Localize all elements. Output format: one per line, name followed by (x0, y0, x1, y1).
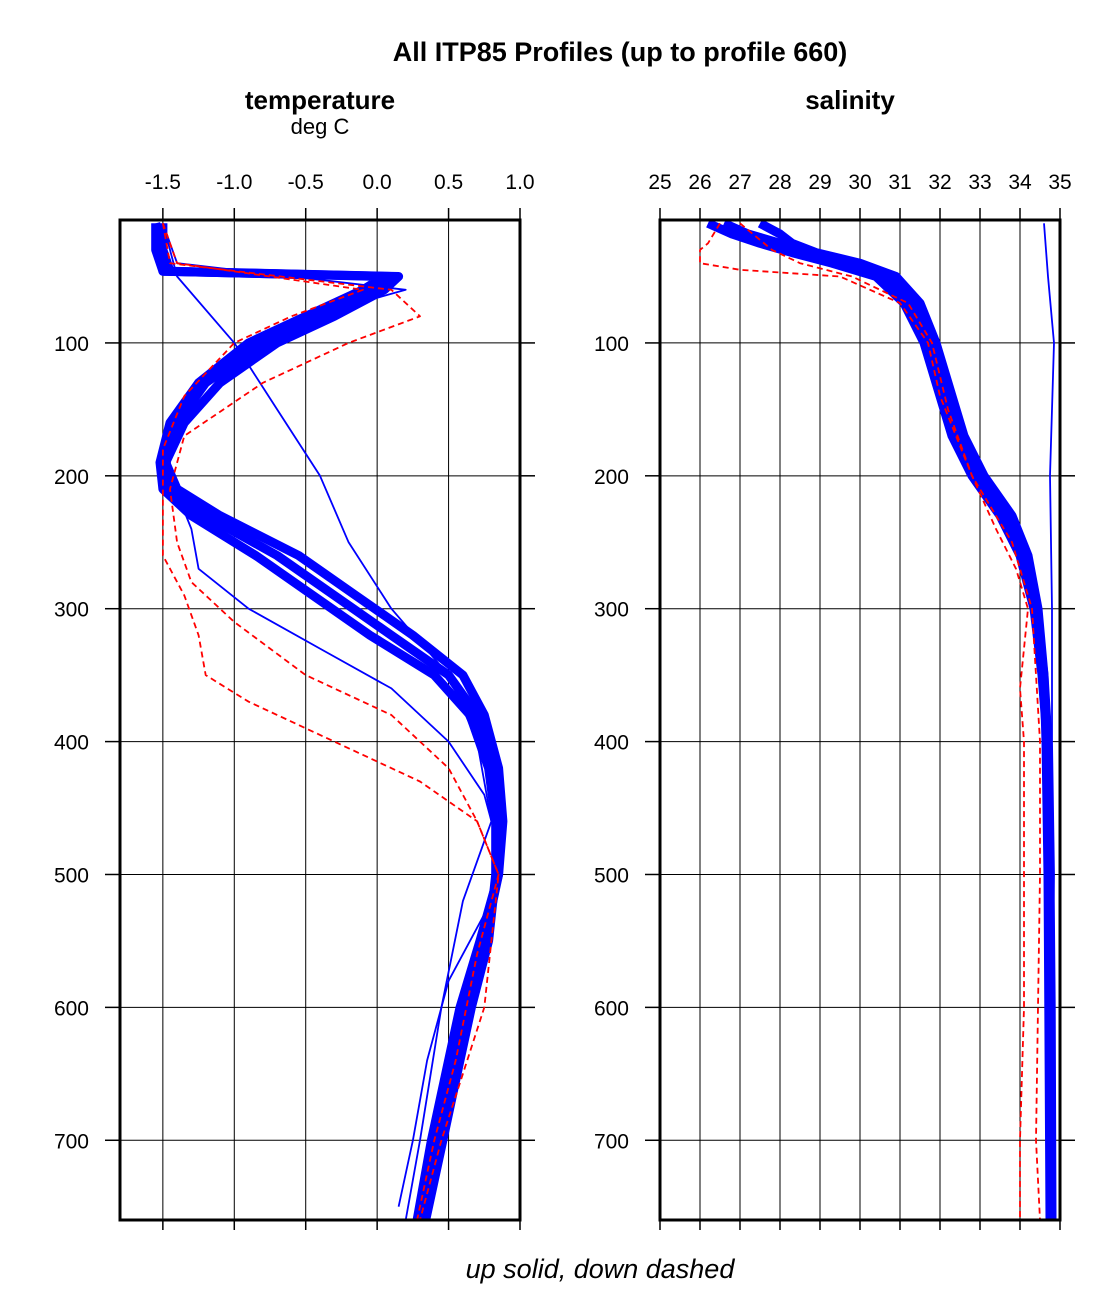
y-tick-label: 700 (594, 1130, 629, 1153)
y-axis-label: m (0, 734, 1, 752)
y-tick-label: 100 (594, 333, 629, 356)
panel-frame (118, 218, 522, 1222)
x-tick-label: 29 (808, 171, 831, 194)
x-tick-label: 25 (648, 171, 671, 194)
y-tick-label: 300 (54, 599, 89, 622)
x-tick-label: 0.0 (363, 171, 392, 194)
down-profile-line (699, 222, 1029, 1220)
x-tick-label: 27 (728, 171, 751, 194)
chart-title: All ITP85 Profiles (up to profile 660) (393, 37, 848, 67)
up-profile-line (706, 220, 1056, 1220)
x-tick-label: 33 (968, 171, 991, 194)
x-tick-label: 35 (1048, 171, 1071, 194)
x-tick-label: 1.0 (505, 171, 534, 194)
x-tick-label: 34 (1008, 171, 1032, 194)
x-tick-label: -1.5 (145, 171, 181, 194)
x-tick-label: 32 (928, 171, 951, 194)
up-profile-line (162, 222, 500, 1207)
y-tick-label: 500 (54, 864, 89, 887)
y-tick-label: 300 (594, 599, 629, 622)
up-profile-line (158, 223, 508, 1220)
y-tick-label: 200 (594, 466, 629, 489)
x-tick-label: 31 (888, 171, 911, 194)
x-tick-label: -0.5 (288, 171, 324, 194)
down-profile-line (739, 222, 1041, 1220)
temperature-panel-subtitle: deg C (291, 114, 350, 139)
y-tick-label: 200 (54, 466, 89, 489)
up-profile-line (162, 223, 493, 1220)
y-tick-label: 500 (594, 864, 629, 887)
down-profile-line (161, 222, 500, 1220)
panel-salinity: 25 26 27 28 29 30 31 32 33 34 35 100 200 300 400 500 600… (594, 171, 1075, 1230)
footer-label: up solid, down dashed (466, 1254, 736, 1284)
x-tick-label: 28 (768, 171, 791, 194)
x-tick-label: 0.5 (434, 171, 463, 194)
y-tick-label: 400 (54, 732, 89, 755)
x-tick-label: 26 (688, 171, 711, 194)
x-tick-label: -1.0 (216, 171, 252, 194)
up-profile-line (757, 220, 1055, 1220)
y-tick-label: 400 (594, 732, 629, 755)
temperature-panel-title: temperature (245, 85, 395, 115)
up-profile-line (722, 220, 1057, 1220)
y-tick-label: 600 (594, 997, 629, 1020)
up-profile-line (1043, 223, 1055, 1220)
y-tick-label: 700 (54, 1130, 89, 1153)
x-tick-label: 30 (848, 171, 871, 194)
panel-temperature: -1.5 -1.0 -0.5 0.0 0.5 1.0 100 200 300 400 500 600 7… (54, 171, 535, 1230)
salinity-panel-title: salinity (805, 85, 895, 115)
y-tick-label: 600 (54, 997, 89, 1020)
panel-frame (658, 218, 1062, 1222)
y-tick-label: 100 (54, 333, 89, 356)
